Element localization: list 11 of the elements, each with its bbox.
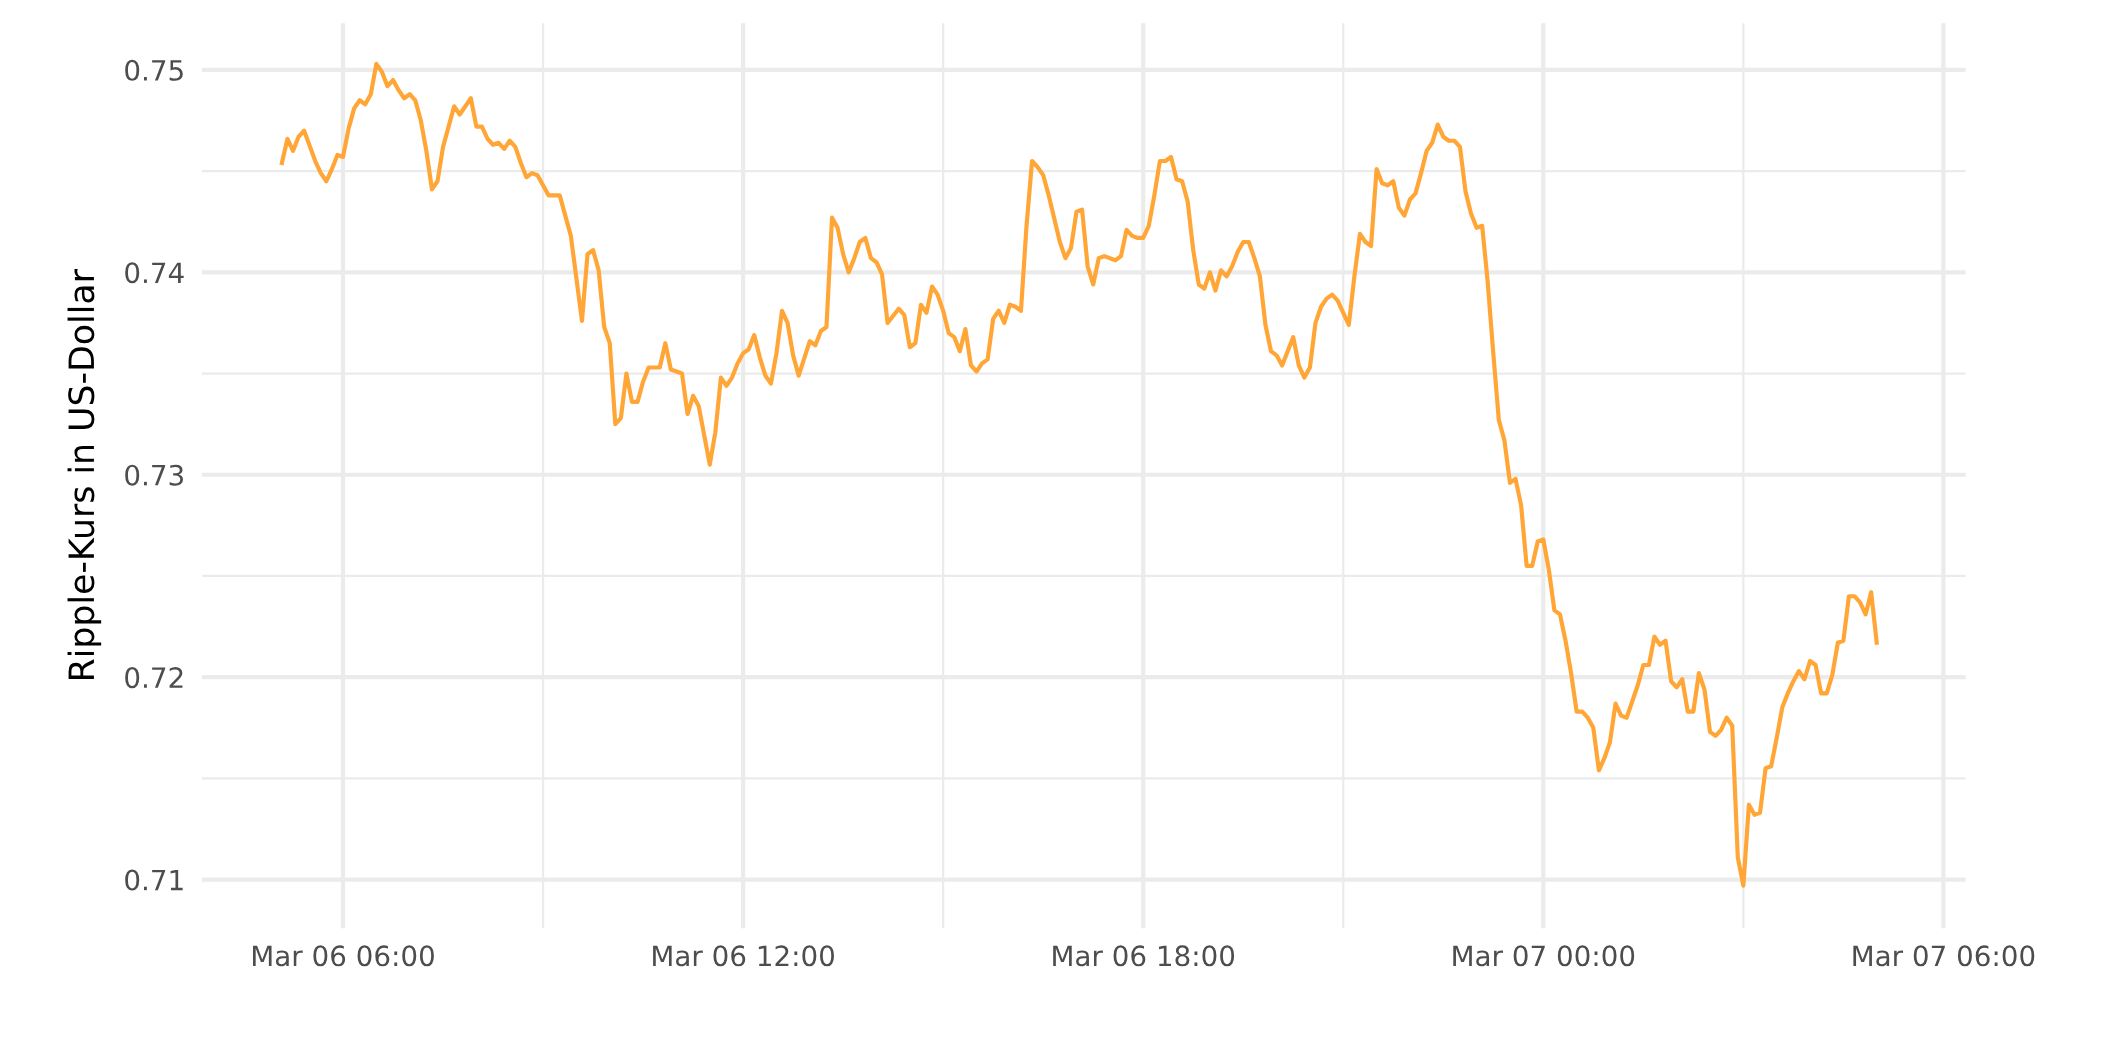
x-tick-label: Mar 07 00:00 <box>1453 945 1635 967</box>
y-tick-label: 0.73 <box>125 464 183 486</box>
x-tick-label: Mar 07 06:00 <box>1853 945 2035 967</box>
y-tick-label: 0.71 <box>125 869 183 891</box>
x-tick-label: Mar 06 06:00 <box>253 945 434 967</box>
y-tick-label: 0.72 <box>125 667 183 689</box>
y-axis-title: Ripple-Kurs in US-Dollar <box>67 269 102 680</box>
y-tick-label: 0.75 <box>125 59 183 81</box>
x-tick-label: Mar 06 18:00 <box>1053 945 1235 967</box>
y-tick-label: 0.74 <box>125 262 184 284</box>
x-tick-label: Mar 06 12:00 <box>653 945 834 967</box>
